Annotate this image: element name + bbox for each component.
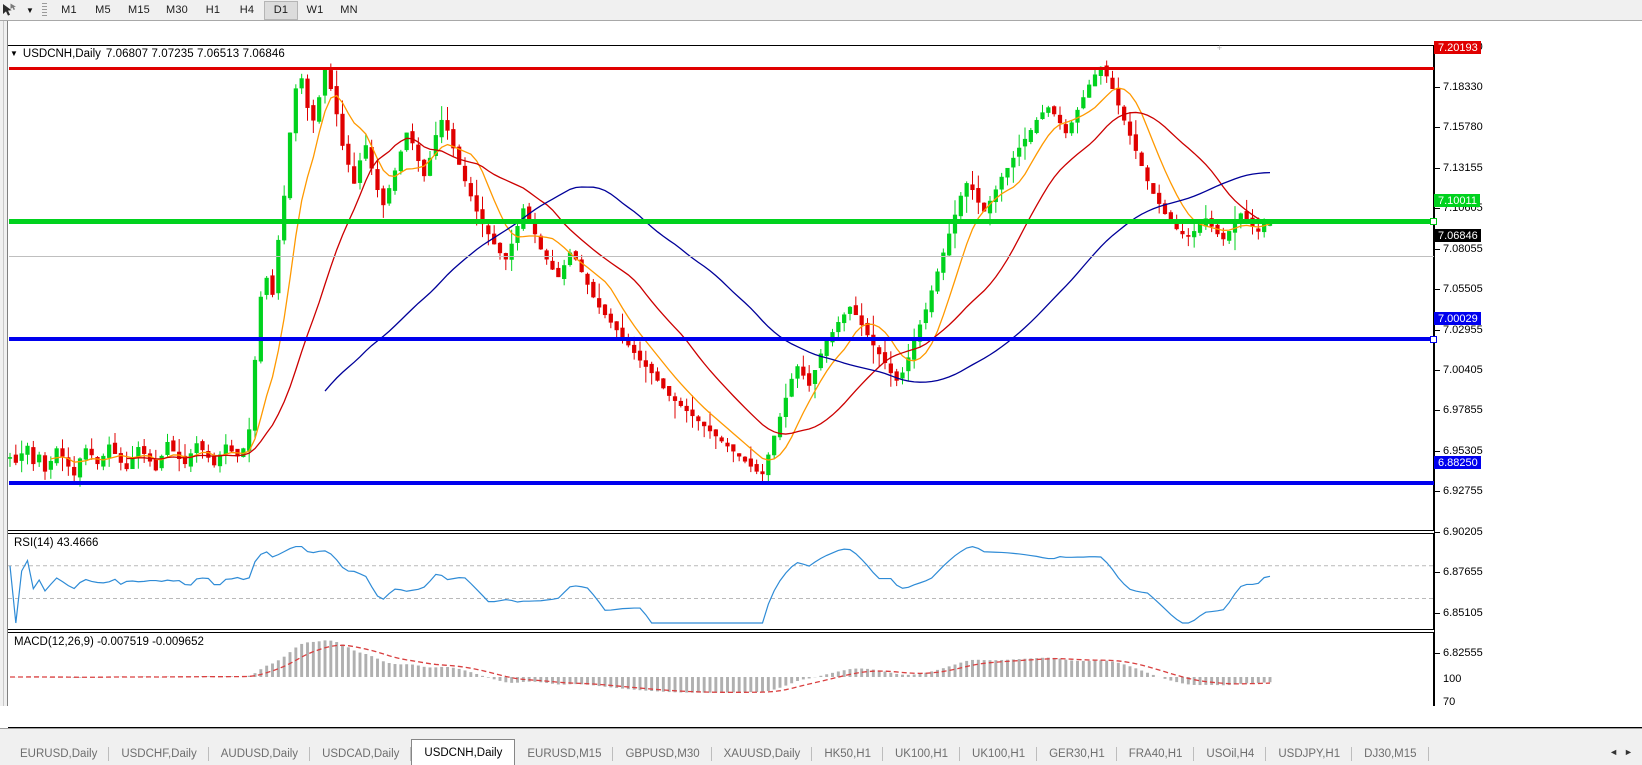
blue-line-handle[interactable] [1430, 335, 1437, 343]
rsi-tick-label: 100 [1443, 673, 1462, 685]
rsi-panel[interactable]: RSI(14) 43.4666 [8, 533, 1434, 630]
collapse-triangle-icon[interactable]: ▼ [10, 49, 18, 58]
timeframe-h1-button[interactable]: H1 [205, 4, 221, 16]
timeframe-m5-button[interactable]: M5 [95, 4, 111, 16]
chart-tab-usdcad-daily[interactable]: USDCAD,Daily [310, 743, 412, 765]
price-tick-label: 7.02955 [1435, 324, 1483, 336]
price-tick-label: 7.00405 [1435, 364, 1483, 376]
price-tick-label: 7.13155 [1435, 162, 1483, 174]
chart-tab-dj30-m15[interactable]: DJ30,M15 [1352, 743, 1429, 765]
chart-tab-gbpusd-m30[interactable]: GBPUSD,M30 [613, 743, 712, 765]
chart-tab-eurusd-daily[interactable]: EURUSD,Daily [8, 743, 110, 765]
tab-nav: ◄ ► [1604, 739, 1638, 765]
price-scale[interactable]: 7.208807.183307.157807.131557.106057.080… [1434, 41, 1642, 764]
timeframe-mn-button[interactable]: MN [340, 4, 358, 16]
toolbar: ▼ M1 M5 M15 M30 H1 H4 D1 W1 MN [0, 0, 1642, 21]
price-tick-label: 6.87655 [1435, 566, 1483, 578]
price-tick-label: 7.15780 [1435, 121, 1483, 133]
price-tick-label: 7.18330 [1435, 81, 1483, 93]
last-price-label[interactable]: 7.06846 [1434, 229, 1481, 242]
timeframe-m15-button[interactable]: M15 [128, 4, 150, 16]
chart-tab-usoil-h4[interactable]: USOil,H4 [1194, 743, 1267, 765]
chart-tab-uk100-h1[interactable]: UK100,H1 [883, 743, 961, 765]
symbol-ohlc: 7.06807 7.07235 7.06513 7.06846 [105, 48, 285, 60]
last-price-line-gray[interactable] [9, 255, 1434, 257]
price-tick-label: 6.90205 [1435, 526, 1483, 538]
chart-tab-hk50-h1[interactable]: HK50,H1 [812, 743, 883, 765]
symbol-name: USDCNH,Daily [22, 48, 101, 60]
price-plot[interactable] [8, 46, 1433, 530]
chart-tab-usdchf-daily[interactable]: USDCHF,Daily [109, 743, 210, 765]
price-tick-label: 7.08055 [1435, 243, 1483, 255]
chart-area: + RSI(14) 43.4666 MACD(12,26,9) -0.00751… [0, 21, 1642, 764]
rsi-title: RSI(14) 43.4666 [14, 537, 99, 549]
blue-line-upper-label[interactable]: 7.00029 [1434, 312, 1481, 325]
macd-plot[interactable] [8, 633, 1433, 706]
chart-top-marker: + [1216, 43, 1223, 53]
chart-tab-usdcnh-daily[interactable]: USDCNH,Daily [411, 739, 516, 765]
toolbar-grip[interactable] [42, 2, 47, 18]
tab-next-icon[interactable]: ► [1624, 747, 1633, 757]
price-tick-label: 6.95305 [1435, 445, 1483, 457]
chart-tab-usdjpy-h1[interactable]: USDJPY,H1 [1266, 743, 1352, 765]
tab-prev-icon[interactable]: ◄ [1609, 747, 1618, 757]
resistance-line-red[interactable] [9, 66, 1434, 70]
price-tick-label: 6.85105 [1435, 607, 1483, 619]
chart-tab-strip: EURUSD,Daily USDCHF,Daily AUDUSD,Daily USDC… [8, 739, 1604, 765]
symbol-header[interactable]: ▼ USDCNH,Daily 7.06807 7.07235 7.06513 7… [10, 47, 285, 61]
price-candles-svg [8, 60, 1273, 487]
rsi-tick-label: 70 [1443, 696, 1456, 708]
cursor-arrow-icon[interactable] [0, 0, 22, 20]
green-line-label[interactable]: 7.10011 [1434, 194, 1480, 207]
timeframe-h4-button[interactable]: H4 [239, 4, 255, 16]
price-panel[interactable] [8, 45, 1434, 531]
level-line-blue-lower[interactable] [9, 481, 1434, 485]
timeframe-w1-button[interactable]: W1 [306, 4, 324, 16]
macd-title: MACD(12,26,9) -0.007519 -0.009652 [14, 636, 204, 648]
chart-tab-fra40-h1[interactable]: FRA40,H1 [1117, 743, 1195, 765]
timeframe-m30-button[interactable]: M30 [166, 4, 188, 16]
blue-line-lower-label[interactable]: 6.88250 [1434, 456, 1481, 469]
timeframe-d1-button[interactable]: D1 [264, 0, 298, 20]
timeframe-group: M1 M5 M15 M30 H1 H4 D1 W1 MN [52, 0, 366, 20]
chart-tab-audusd-daily[interactable]: AUDUSD,Daily [209, 743, 311, 765]
timeframe-m1-button[interactable]: M1 [61, 4, 77, 16]
green-line-handle[interactable] [1430, 217, 1437, 225]
support-line-green[interactable] [9, 218, 1434, 224]
level-line-blue-upper[interactable] [9, 337, 1434, 341]
chart-tab-ger30-h1[interactable]: GER30,H1 [1037, 743, 1117, 765]
chart-tab-uk100-h1[interactable]: UK100,H1 [960, 743, 1038, 765]
price-tick-label: 6.92755 [1435, 485, 1483, 497]
price-tick-label: 7.05505 [1435, 283, 1483, 295]
macd-panel[interactable]: MACD(12,26,9) -0.007519 -0.009652 [8, 632, 1434, 706]
left-rail-grip[interactable] [0, 21, 8, 706]
chart-tab-bar: EURUSD,Daily USDCHF,Daily AUDUSD,Daily USDC… [0, 728, 1642, 765]
resistance-line-label[interactable]: 7.20193 [1434, 41, 1481, 54]
macd-histogram-svg [9, 640, 1272, 693]
chart-tab-eurusd-m15[interactable]: EURUSD,M15 [515, 743, 614, 765]
rsi-plot[interactable] [8, 534, 1433, 629]
price-tick-label: 6.82555 [1435, 647, 1483, 659]
rsi-line-svg [8, 545, 1433, 624]
chevron-down-icon[interactable]: ▼ [26, 5, 34, 15]
chart-tab-xauusd-daily[interactable]: XAUUSD,Daily [712, 743, 813, 765]
price-tick-label: 6.97855 [1435, 404, 1483, 416]
